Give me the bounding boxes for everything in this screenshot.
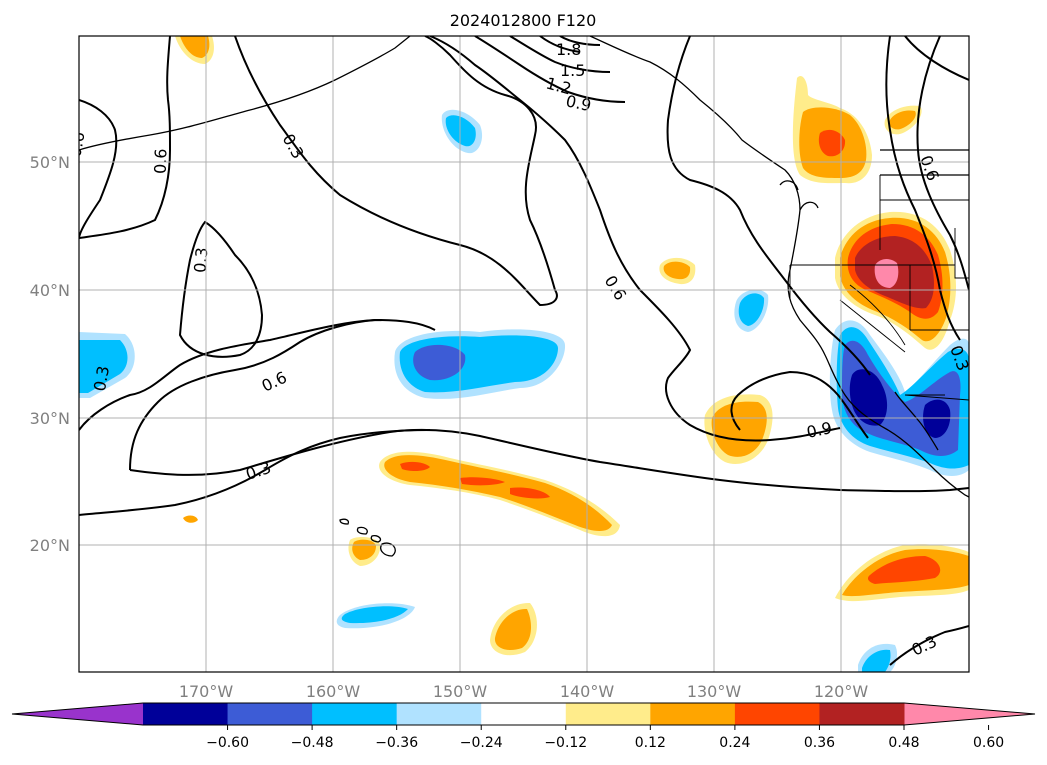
colorbar-swatch [312,703,398,725]
map-panel: 1.8 1.5 1.2 0.9 0.3 0.6 0.6 0.3 0.6 0.3 … [30,35,970,701]
colorbar-tick-label: −0.12 [544,735,587,751]
colorbar-outline [11,702,1036,726]
lon-tick-label: 120°W [814,682,869,701]
negative-anomaly-area [413,344,466,381]
contour-label: 1.8 [556,40,581,59]
negative-anomaly-area [862,649,891,672]
colorbar-tick-label: 0.48 [888,735,919,751]
lon-tick-label: 150°W [433,682,488,701]
colorbar-swatch [819,703,905,725]
lon-tick-label: 160°W [306,682,361,701]
lat-tick-label: 50°N [30,153,70,172]
colorbar-swatch [650,703,736,725]
positive-anomaly-area [494,608,532,650]
colorbar-tick-label: 0.12 [635,735,666,751]
colorbar-tick-label: −0.36 [375,735,418,751]
colorbar-swatch [227,703,313,725]
negative-anomaly-area [79,340,128,393]
contour-label: 1.5 [560,61,585,80]
negative-anomaly-area [445,115,476,147]
colorbar-extend-low [12,703,143,725]
map-title: 2024012800 F120 [450,11,597,30]
colorbar-swatch [734,703,820,725]
contour-label: 0.6 [151,148,171,174]
positive-anomaly-area [180,36,210,58]
negative-anomaly-area [341,606,408,624]
colorbar-swatch [565,703,651,725]
positive-anomaly-area [889,110,916,130]
lat-tick-label: 30°N [30,409,70,428]
longitude-labels: 170°W 160°W 150°W 140°W 130°W 120°W [179,682,869,701]
contour-label: 0.3 [190,247,211,274]
gridlines [79,36,969,672]
lon-tick-label: 140°W [560,682,615,701]
colorbar-tick-label: 0.24 [719,735,750,751]
positive-anomaly-area [384,455,612,532]
lon-tick-label: 130°W [687,682,742,701]
colorbar-tick-label: −0.60 [206,735,249,751]
lat-tick-label: 40°N [30,281,70,300]
positive-anomaly-area [183,515,198,523]
colorbar-tick-label: 0.36 [804,735,835,751]
positive-anomaly-area [460,477,505,486]
colorbar-tick-label: 0.60 [973,735,1004,751]
contour-label: 0.6 [65,130,88,158]
colorbar-swatch [481,703,567,725]
coastlines [79,36,969,557]
positive-anomaly-area [867,556,941,584]
latitude-labels: 50°N 40°N 30°N 20°N [30,153,70,555]
positive-anomaly-area [818,129,846,157]
map-frame [78,35,970,673]
contour-label: 0.3 [90,364,113,392]
colorbar-swatch [396,703,482,725]
negative-anomaly-area [923,399,951,438]
contour-label: 0.9 [805,418,834,442]
colorbar: −0.60 −0.48 −0.36 −0.24 −0.12 0.12 0.24 0.36 0.4… [11,702,1036,751]
colorbar-tick-label: −0.24 [460,735,503,751]
lon-tick-label: 170°W [179,682,234,701]
negative-anomaly-area [738,293,765,326]
state-borders [789,175,969,401]
positive-anomaly-area [874,259,899,288]
positive-anomaly-area [400,461,430,472]
contour-label: 0.9 [564,91,593,115]
colorbar-swatch [143,703,229,725]
colorbar-extend-high [904,703,1035,725]
positive-anomaly-area [663,261,691,280]
lat-tick-label: 20°N [30,536,70,555]
positive-anomaly-area [510,487,550,499]
colorbar-tick-label: −0.48 [291,735,334,751]
contour-lines [79,36,969,666]
